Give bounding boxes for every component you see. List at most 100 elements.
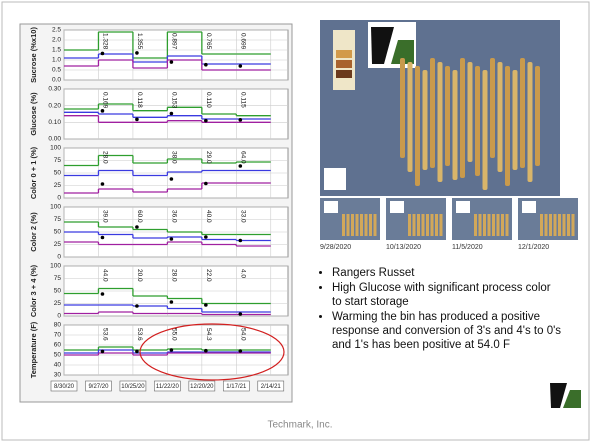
- y-axis-label: Sucrose (%x10): [29, 27, 38, 83]
- y-tick-label: 100: [50, 263, 61, 270]
- y-tick-label: 2.0: [52, 37, 61, 44]
- photo-caption: 9/28/2020: [320, 244, 351, 251]
- fry: [452, 70, 458, 180]
- fry: [487, 214, 491, 236]
- y-axis-label: Temperature (F): [29, 321, 38, 378]
- data-label: 54.0: [240, 328, 247, 341]
- point: [135, 117, 139, 122]
- fry: [412, 214, 416, 236]
- data-label: 44.0: [102, 269, 109, 282]
- data-label: 40.0: [205, 210, 212, 223]
- fry: [360, 214, 363, 236]
- fry: [475, 66, 480, 176]
- fry: [549, 214, 552, 236]
- fry: [422, 70, 428, 170]
- fry: [562, 214, 566, 236]
- data-label: 54.3: [205, 328, 212, 341]
- date-box: [85, 380, 112, 392]
- photo-caption: 12/1/2020: [518, 244, 549, 251]
- data-label: 64.0: [240, 151, 247, 164]
- y-tick-label: 100: [50, 204, 61, 211]
- date-box: [154, 380, 181, 392]
- y-tick-label: 0: [57, 313, 61, 320]
- date-box: [119, 380, 147, 392]
- logo-mark: [563, 390, 581, 408]
- data-label: 0.153: [171, 92, 178, 109]
- point: [169, 177, 174, 181]
- point: [238, 349, 243, 353]
- fry: [467, 62, 473, 162]
- data-label: 20.0: [136, 269, 143, 282]
- point: [169, 300, 174, 304]
- fry: [496, 214, 500, 236]
- data-label: 28.0: [171, 269, 178, 282]
- point: [169, 237, 174, 241]
- point: [135, 225, 139, 229]
- fry: [369, 214, 372, 236]
- logo-small: [324, 168, 346, 190]
- fry: [437, 62, 443, 182]
- data-label: 29.0: [205, 151, 212, 164]
- y-tick-label: 1.0: [52, 57, 61, 64]
- y-tick-label: 0.10: [48, 119, 61, 126]
- fry: [407, 62, 413, 172]
- x-tick-label: 12/20/20: [190, 384, 214, 390]
- y-axis-label: Color 2 (%): [29, 212, 38, 252]
- fry: [520, 58, 525, 168]
- fry: [535, 66, 540, 166]
- fry: [439, 214, 443, 236]
- date-box: [257, 380, 285, 392]
- point: [135, 51, 139, 55]
- fry: [364, 214, 368, 236]
- data-label: 0.118: [136, 92, 143, 108]
- y-tick-label: 2.5: [52, 27, 61, 34]
- y-tick-label: 50: [54, 288, 62, 295]
- x-tick-label: 9/27/20: [88, 384, 109, 390]
- data-label: 38.0: [171, 151, 178, 164]
- x-tick-label: 8/30/20: [54, 384, 75, 390]
- data-label: 22.0: [205, 269, 212, 282]
- fry: [478, 214, 482, 236]
- data-label: 0.115: [240, 92, 247, 108]
- fry: [417, 214, 420, 236]
- y-tick-label: 50: [54, 352, 62, 359]
- point: [135, 304, 139, 308]
- point: [169, 111, 174, 116]
- data-label: 0.699: [240, 33, 247, 50]
- point: [100, 109, 105, 113]
- fry: [483, 214, 486, 236]
- y-tick-label: 75: [54, 157, 62, 164]
- y-tick-label: 25: [54, 182, 62, 189]
- point: [204, 181, 208, 186]
- fry: [497, 62, 503, 172]
- logo-mark: [391, 40, 414, 64]
- point: [100, 349, 105, 354]
- logo-mark: [371, 27, 394, 64]
- fry: [400, 58, 405, 158]
- color-chip: [336, 60, 352, 68]
- fry: [351, 214, 354, 236]
- y-tick-label: 30: [54, 372, 62, 379]
- y-tick-label: 75: [54, 216, 62, 223]
- point: [100, 235, 105, 240]
- y-tick-label: 0.30: [48, 86, 61, 93]
- point: [100, 51, 105, 56]
- thumb-logo: [390, 201, 404, 213]
- fry: [474, 214, 477, 236]
- highlight-ellipse: [139, 323, 285, 381]
- data-label: 28.0: [102, 151, 109, 164]
- point: [135, 349, 139, 354]
- y-tick-label: 0.5: [52, 67, 61, 74]
- color-chip: [336, 70, 352, 78]
- data-label: 36.0: [171, 210, 178, 223]
- x-tick-label: 10/25/20: [121, 384, 145, 390]
- fries: [400, 58, 540, 190]
- y-tick-label: 25: [54, 241, 62, 248]
- fry: [482, 70, 488, 190]
- point: [100, 182, 105, 186]
- point: [204, 118, 208, 123]
- bullet: Warming the bin has produced a positive …: [332, 310, 562, 352]
- fry: [342, 214, 345, 236]
- data-label: 1.328: [102, 33, 109, 50]
